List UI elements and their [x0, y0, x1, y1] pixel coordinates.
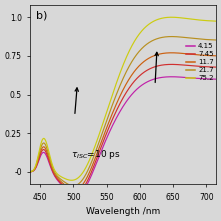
Legend: 4.15, 7.45, 11.7, 21.7, 75.2: 4.15, 7.45, 11.7, 21.7, 75.2	[185, 43, 215, 82]
Text: $\tau_{ISC}$=10 ps: $\tau_{ISC}$=10 ps	[71, 148, 121, 161]
Text: b): b)	[36, 10, 47, 20]
X-axis label: Wavelength /nm: Wavelength /nm	[86, 207, 160, 216]
